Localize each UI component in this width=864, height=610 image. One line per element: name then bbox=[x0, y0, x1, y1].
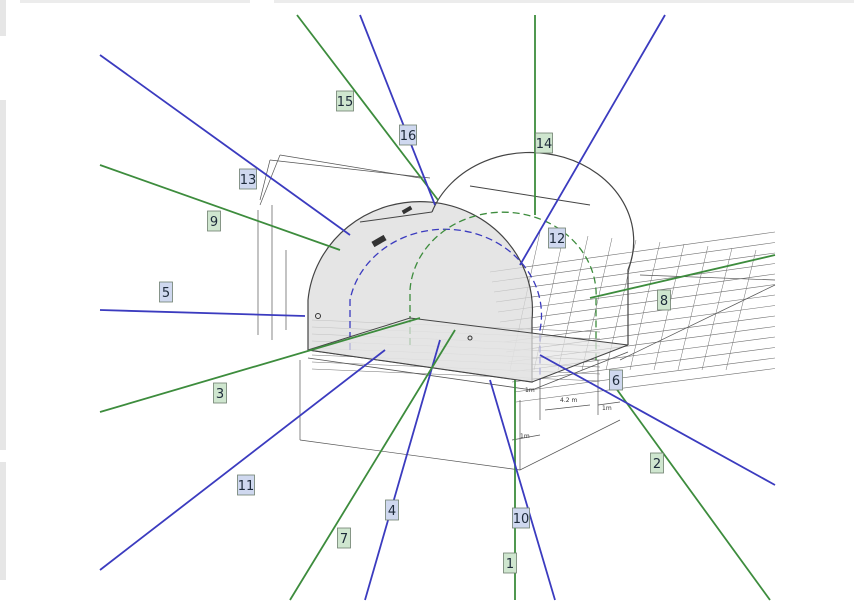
callout-leaders bbox=[99, 14, 776, 601]
callout-leader-12 bbox=[519, 14, 666, 266]
tunnel-detail-marks bbox=[315, 205, 473, 341]
left-edge-strip-upper bbox=[0, 0, 6, 36]
callout-tag-10: 10 bbox=[512, 507, 530, 529]
callout-leader-4 bbox=[364, 339, 441, 601]
callout-tag-box bbox=[650, 452, 664, 474]
callout-label: 7 bbox=[340, 532, 348, 547]
grid-line bbox=[491, 242, 776, 283]
dimension-label-4: 1m bbox=[525, 387, 535, 394]
tunnel-body bbox=[307, 151, 635, 391]
grid-line bbox=[515, 368, 776, 403]
callout-leader-11 bbox=[99, 349, 386, 571]
callout-label: 1 bbox=[506, 557, 514, 572]
tunnel-rear-arch bbox=[431, 151, 635, 345]
callout-label: 11 bbox=[238, 479, 255, 494]
grid-line bbox=[677, 245, 709, 371]
left-edge-strip-middle bbox=[0, 100, 6, 450]
top-edge-strip-right bbox=[274, 0, 854, 3]
callout-label: 2 bbox=[653, 457, 661, 472]
tunnel-floor-front-edge bbox=[307, 351, 629, 391]
callout-tag-16: 16 bbox=[399, 124, 417, 146]
callout-label: 6 bbox=[612, 374, 620, 389]
callout-label: 4 bbox=[388, 504, 396, 519]
callout-label: 12 bbox=[549, 232, 566, 247]
callout-tag-box bbox=[512, 507, 530, 529]
callout-tag-box bbox=[548, 227, 566, 249]
callout-leader-6 bbox=[539, 354, 776, 486]
callout-tag-8: 8 bbox=[657, 289, 671, 311]
dimension-label-2: 4.2 m bbox=[560, 397, 577, 404]
callout-tag-box bbox=[399, 124, 417, 146]
callout-tag-1: 1 bbox=[503, 552, 517, 574]
callout-label: 16 bbox=[400, 129, 417, 144]
callout-tag-7: 7 bbox=[337, 527, 351, 549]
callout-tag-box bbox=[237, 474, 255, 496]
callout-tag-box bbox=[239, 168, 257, 190]
callout-tag-13: 13 bbox=[239, 168, 257, 190]
grid-line bbox=[701, 247, 733, 371]
callout-label: 9 bbox=[210, 215, 218, 230]
callout-tag-11: 11 bbox=[237, 474, 255, 496]
callout-tag-box bbox=[159, 281, 173, 303]
callout-tag-box bbox=[207, 210, 221, 232]
callout-tag-box bbox=[385, 499, 399, 521]
callout-tag-box bbox=[503, 552, 517, 574]
grid-line bbox=[311, 368, 601, 382]
callout-leader-7 bbox=[289, 329, 456, 601]
callout-label: 13 bbox=[240, 173, 257, 188]
grid-line bbox=[725, 249, 757, 371]
frame-line bbox=[259, 154, 281, 206]
left-edge-strip-lower bbox=[0, 462, 6, 580]
callout-tag-box bbox=[213, 382, 227, 404]
grid-line bbox=[495, 263, 776, 303]
callout-tag-6: 6 bbox=[609, 369, 623, 391]
callout-leader-13 bbox=[99, 54, 351, 236]
callout-label: 5 bbox=[162, 286, 170, 301]
callout-leader-5 bbox=[99, 309, 306, 317]
grid-line bbox=[511, 347, 776, 383]
tunnel-dashed-arch-blue bbox=[349, 228, 543, 380]
callout-label: 10 bbox=[513, 512, 530, 527]
callout-tag-2: 2 bbox=[650, 452, 664, 474]
callout-tag-12: 12 bbox=[548, 227, 566, 249]
grid-line bbox=[513, 357, 776, 393]
callout-tag-9: 9 bbox=[207, 210, 221, 232]
dimension-label-1: 1m bbox=[520, 433, 530, 440]
callout-leader-15 bbox=[296, 14, 439, 201]
grid-line bbox=[501, 294, 776, 333]
callout-tag-14: 14 bbox=[535, 132, 553, 154]
dimension-label-3: 1m bbox=[602, 405, 612, 412]
grid-line bbox=[497, 273, 776, 313]
callout-tag-box bbox=[657, 289, 671, 311]
callout-tag-box bbox=[337, 527, 351, 549]
callout-leader-3 bbox=[99, 317, 421, 413]
callout-tag-box bbox=[535, 132, 553, 154]
tunnel-crown-line bbox=[359, 185, 591, 223]
callout-tag-3: 3 bbox=[213, 382, 227, 404]
callout-leader-16 bbox=[359, 14, 436, 206]
callout-tag-box bbox=[609, 369, 623, 391]
grid-line bbox=[493, 252, 776, 293]
callout-tag-5: 5 bbox=[159, 281, 173, 303]
tunnel-floor-slab bbox=[307, 317, 629, 383]
callout-label: 14 bbox=[536, 137, 553, 152]
callout-leader-10 bbox=[489, 379, 556, 601]
callout-tag-box bbox=[336, 90, 354, 112]
callout-tag-4: 4 bbox=[385, 499, 399, 521]
callout-label: 15 bbox=[337, 95, 354, 110]
callout-tag-15: 15 bbox=[336, 90, 354, 112]
callout-label: 3 bbox=[216, 387, 224, 402]
callout-label: 8 bbox=[660, 294, 668, 309]
callout-leader-2 bbox=[609, 379, 771, 601]
callout-leader-8 bbox=[589, 254, 776, 299]
top-edge-strip-left bbox=[20, 0, 250, 3]
tunnel-dashed-arch-green bbox=[409, 211, 597, 360]
callout-leader-9 bbox=[99, 164, 341, 251]
grid-line bbox=[629, 241, 661, 371]
